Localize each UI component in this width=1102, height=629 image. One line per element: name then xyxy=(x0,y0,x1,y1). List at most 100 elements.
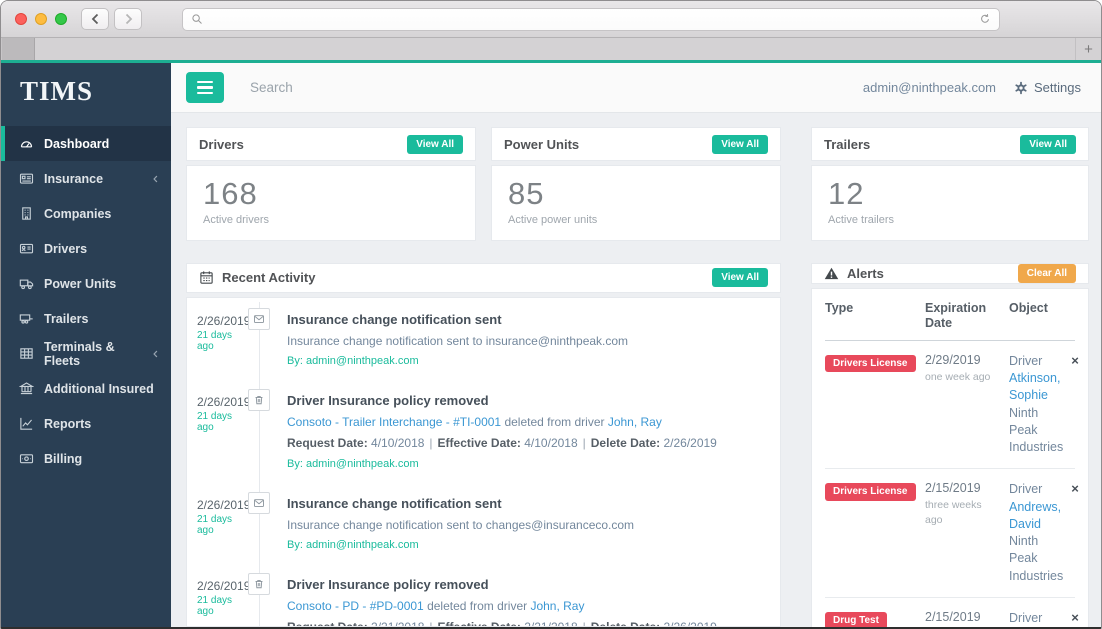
column-type: Type xyxy=(825,300,854,315)
activity-link[interactable]: Consoto - Trailer Interchange - #TI-0001 xyxy=(287,415,502,429)
alert-type-badge[interactable]: Drug Test xyxy=(825,611,887,627)
browser-tab[interactable] xyxy=(1,38,35,60)
address-bar[interactable] xyxy=(182,7,1000,31)
menu-toggle-button[interactable] xyxy=(186,72,224,103)
browser-forward-button[interactable] xyxy=(114,8,142,30)
stat-card-title: Power Units xyxy=(504,136,580,152)
stat-card-body: 168 Active drivers xyxy=(186,165,476,241)
view-all-button[interactable]: View All xyxy=(407,134,463,154)
new-tab-button[interactable]: + xyxy=(1075,38,1101,60)
activity-by-link[interactable]: By: admin@ninthpeak.com xyxy=(287,539,419,551)
window-controls xyxy=(15,13,67,25)
sidebar-item-billing[interactable]: Billing xyxy=(1,441,171,476)
activity-entry: 2/26/2019 21 days ago Driver Insurance p… xyxy=(187,383,780,486)
sidebar-item-label: Companies xyxy=(44,206,112,221)
alert-expiration-ago: three weeks ago xyxy=(925,499,982,526)
activity-by-link[interactable]: By: admin@ninthpeak.com xyxy=(287,458,419,470)
settings-button[interactable]: Settings xyxy=(1014,80,1081,95)
column-object: Object xyxy=(1009,300,1048,315)
window-zoom-button[interactable] xyxy=(55,13,67,25)
sidebar-item-label: Drivers xyxy=(44,241,88,256)
hamburger-icon xyxy=(197,80,213,84)
alert-object-type: Driver xyxy=(1009,610,1043,625)
alert-row: Drug Test 2/15/2019 three weeks ago Driv… xyxy=(825,598,1079,627)
activity-ago: 21 days ago xyxy=(197,411,233,433)
alert-expiration-date: 2/15/2019 xyxy=(925,481,981,496)
alert-type-badge[interactable]: Drivers License xyxy=(825,483,916,501)
sidebar-item-drivers[interactable]: Drivers xyxy=(1,231,171,266)
sidebar-item-label: Dashboard xyxy=(44,136,110,151)
activity-link[interactable]: Consoto - PD - #PD-0001 xyxy=(287,599,424,613)
activity-body: Consoto - PD - #PD-0001 deleted from dri… xyxy=(287,599,585,613)
refresh-icon[interactable] xyxy=(979,13,991,25)
main-column: admin@ninthpeak.com Settings Drivers Vie… xyxy=(171,63,1101,627)
gear-icon xyxy=(1014,81,1028,95)
content-left-column: Drivers View All 168 Active drivers Powe… xyxy=(186,127,781,627)
envelope-icon xyxy=(248,308,270,330)
alert-object-link[interactable]: Atkinson, Sophie xyxy=(1009,371,1061,403)
trash-icon xyxy=(248,573,270,595)
sidebar-item-label: Trailers xyxy=(44,311,89,326)
stat-caption: Active drivers xyxy=(203,213,270,226)
alerts-header: Alerts Clear All xyxy=(811,262,1089,284)
chevron-left-icon xyxy=(91,13,98,25)
view-all-button[interactable]: View All xyxy=(1020,134,1076,154)
user-email[interactable]: admin@ninthpeak.com xyxy=(862,80,997,95)
activity-details: Request Date: 2/21/2018 | Effective Date: … xyxy=(287,620,717,627)
activity-by-link[interactable]: By: admin@ninthpeak.com xyxy=(287,355,419,367)
stat-card-body: 85 Active power units xyxy=(491,165,781,241)
sidebar-item-terminals-fleets[interactable]: Terminals & Fleets xyxy=(1,336,171,371)
alert-type-badge[interactable]: Drivers License xyxy=(825,354,916,373)
view-all-activity-button[interactable]: View All xyxy=(712,268,768,288)
activity-date: 2/26/2019 xyxy=(197,395,251,409)
activity-link[interactable]: John, Ray xyxy=(607,415,662,429)
stat-card-header: Drivers View All xyxy=(186,127,476,161)
activity-details: Request Date: 4/10/2018 | Effective Date: … xyxy=(287,436,717,450)
activity-link[interactable]: John, Ray xyxy=(530,599,585,613)
sidebar-item-label: Billing xyxy=(44,451,83,466)
alert-row: Drivers License 2/29/2019 one week ago D… xyxy=(825,341,1079,470)
sidebar-item-companies[interactable]: Companies xyxy=(1,196,171,231)
alerts-title: Alerts xyxy=(847,265,884,281)
alert-close-button[interactable]: × xyxy=(1071,352,1079,368)
window-minimize-button[interactable] xyxy=(35,13,47,25)
stat-caption: Active power units xyxy=(508,213,598,226)
stat-card-body: 12 Active trailers xyxy=(811,165,1089,241)
timeline-line xyxy=(243,302,275,383)
sidebar-item-trailers[interactable]: Trailers xyxy=(1,301,171,336)
activity-title: Driver Insurance policy removed xyxy=(287,393,489,408)
alert-close-button[interactable]: × xyxy=(1071,609,1079,625)
alert-object-link[interactable]: Andrews, David xyxy=(1009,499,1062,531)
sidebar: TIMS Dashboard Insurance Companies Drive… xyxy=(1,63,171,627)
content-right-column: Trailers View All 12 Active trailers Ale… xyxy=(811,127,1089,627)
stat-cards-row: Drivers View All 168 Active drivers Powe… xyxy=(186,127,781,263)
stat-value: 12 xyxy=(828,176,865,211)
address-input[interactable] xyxy=(209,12,973,26)
activity-title: Driver Insurance policy removed xyxy=(287,577,489,592)
alerts-panel: Alerts Clear All Type Expiration Date Ob… xyxy=(811,262,1089,627)
search-input[interactable] xyxy=(250,80,550,95)
stat-card-header: Trailers View All xyxy=(811,127,1089,161)
clear-all-alerts-button[interactable]: Clear All xyxy=(1017,263,1076,283)
drivers-icon xyxy=(19,241,34,256)
reports-icon xyxy=(19,416,34,431)
sidebar-item-dashboard[interactable]: Dashboard xyxy=(1,126,171,161)
chevron-left-icon xyxy=(152,349,159,359)
sidebar-item-reports[interactable]: Reports xyxy=(1,406,171,441)
sidebar-item-additional-insured[interactable]: Additional Insured xyxy=(1,371,171,406)
sidebar-item-power-units[interactable]: Power Units xyxy=(1,266,171,301)
browser-back-button[interactable] xyxy=(81,8,109,30)
alert-close-button[interactable]: × xyxy=(1071,481,1079,497)
alert-expiration-date: 2/15/2019 xyxy=(925,609,981,624)
window-close-button[interactable] xyxy=(15,13,27,25)
app-root: TIMS Dashboard Insurance Companies Drive… xyxy=(1,63,1101,627)
view-all-button[interactable]: View All xyxy=(712,134,768,154)
app-logo[interactable]: TIMS xyxy=(20,76,94,106)
insurance-icon xyxy=(19,171,34,186)
trash-icon xyxy=(248,389,270,411)
browser-nav-buttons xyxy=(81,8,142,30)
warning-icon xyxy=(824,266,839,281)
terminals-icon xyxy=(19,346,34,361)
sidebar-item-insurance[interactable]: Insurance xyxy=(1,161,171,196)
